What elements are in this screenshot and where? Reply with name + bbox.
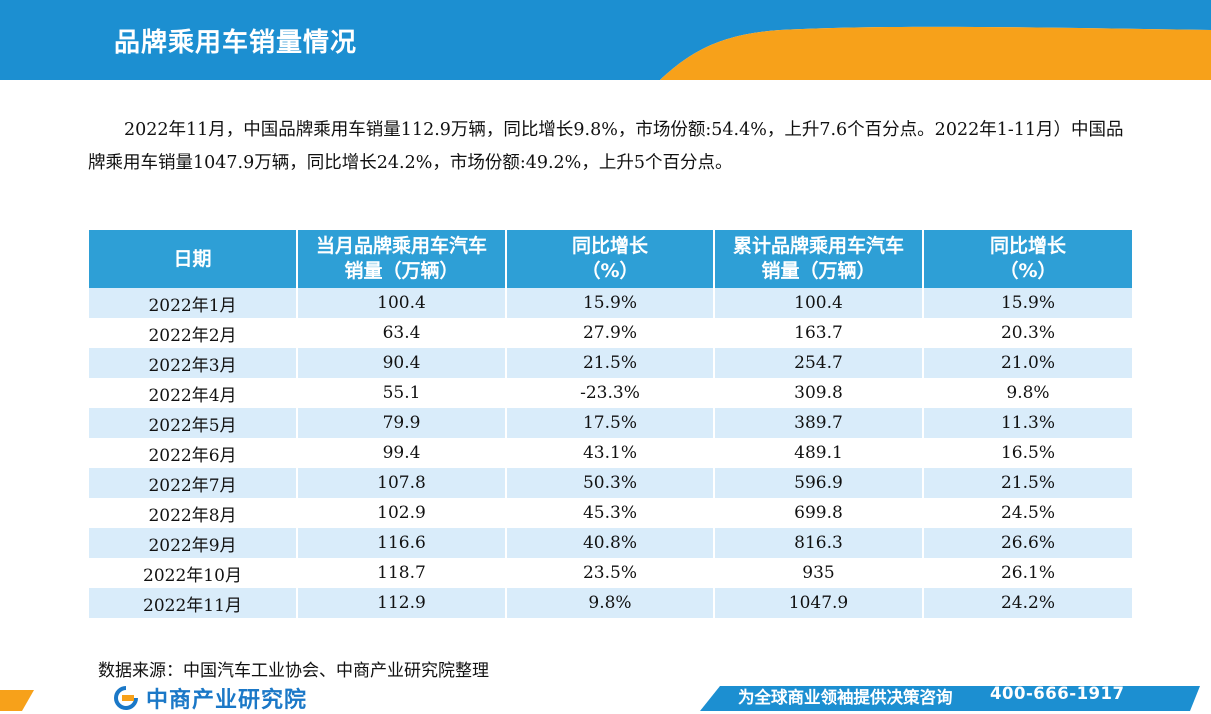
- table-cell: 20.3%: [923, 318, 1132, 348]
- intro-paragraph: 2022年11月，中国品牌乘用车销量112.9万辆，同比增长9.8%，市场份额:…: [88, 120, 1124, 173]
- table-cell: 100.4: [714, 288, 924, 318]
- table-header-row: 日期 当月品牌乘用车汽车 销量（万辆） 同比增长 （%） 累计品牌乘用车汽车 销量（万辆）同…: [89, 230, 1132, 288]
- table-cell: 16.5%: [923, 438, 1132, 468]
- table-cell: 45.3%: [506, 498, 715, 528]
- footer-shape: [0, 686, 1200, 711]
- table-cell: 15.9%: [506, 288, 715, 318]
- footer-banner: [0, 680, 1211, 711]
- table-row: 2022年1月 100.4 15.9% 100.4 15.9%: [89, 288, 1132, 318]
- logo-text: 中商产业研究院: [146, 688, 308, 713]
- table-cell: 2022年2月: [89, 318, 298, 348]
- table-cell: 21.5%: [923, 468, 1132, 498]
- table-cell: 112.9: [297, 588, 507, 618]
- table-cell: 17.5%: [506, 408, 715, 438]
- sales-table-container: 日期 当月品牌乘用车汽车 销量（万辆） 同比增长 （%） 累计品牌乘用车汽车 销量（万辆）同…: [89, 230, 1132, 618]
- table-cell: 699.8: [714, 498, 924, 528]
- table-row: 2022年10月 118.7 23.5% 935 26.1%: [89, 558, 1132, 588]
- table-cell: 2022年11月: [89, 588, 298, 618]
- data-source-note: 数据来源：中国汽车工业协会、中商产业研究院整理: [98, 661, 489, 681]
- table-cell: 116.6: [297, 528, 507, 558]
- table-cell: 2022年9月: [89, 528, 298, 558]
- table-cell: 26.6%: [923, 528, 1132, 558]
- table-cell: 100.4: [297, 288, 507, 318]
- column-header-line: （%）: [999, 260, 1057, 282]
- column-header-line: 当月品牌乘用车汽车: [315, 235, 487, 257]
- table-body: 2022年1月 100.4 15.9% 100.4 15.9% 2022年2月 63.4 27…: [89, 288, 1132, 618]
- table-cell: 50.3%: [506, 468, 715, 498]
- table-cell: 118.7: [297, 558, 507, 588]
- table-cell: 254.7: [714, 348, 924, 378]
- column-header-line: 销量（万辆）: [344, 260, 459, 282]
- column-header-1: 当月品牌乘用车汽车 销量（万辆）: [297, 230, 507, 288]
- header-banner: 品牌乘用车销量情况: [0, 0, 1211, 80]
- table-cell: 596.9: [714, 468, 924, 498]
- table-cell: 489.1: [714, 438, 924, 468]
- column-header-line: 日期: [173, 247, 212, 270]
- table-cell: 816.3: [714, 528, 924, 558]
- table-cell: 55.1: [297, 378, 507, 408]
- table-row: 2022年3月 90.4 21.5% 254.7 21.0%: [89, 348, 1132, 378]
- table-cell: 24.2%: [923, 588, 1132, 618]
- table-cell: 2022年10月: [89, 558, 298, 588]
- table-cell: 2022年3月: [89, 348, 298, 378]
- table-cell: 163.7: [714, 318, 924, 348]
- table-cell: 90.4: [297, 348, 507, 378]
- table-cell: 63.4: [297, 318, 507, 348]
- table-row: 2022年7月 107.8 50.3% 596.9 21.5%: [89, 468, 1132, 498]
- table-cell: 26.1%: [923, 558, 1132, 588]
- column-header-line: 销量（万辆）: [761, 260, 876, 282]
- table-row: 2022年8月 102.9 45.3% 699.8 24.5%: [89, 498, 1132, 528]
- table-cell: 15.9%: [923, 288, 1132, 318]
- table-cell: 309.8: [714, 378, 924, 408]
- table-cell: 102.9: [297, 498, 507, 528]
- table-cell: 23.5%: [506, 558, 715, 588]
- column-header-line: （%）: [581, 260, 639, 282]
- page-title: 品牌乘用车销量情况: [114, 28, 358, 58]
- column-header-0: 日期: [89, 230, 298, 288]
- sales-table: 日期 当月品牌乘用车汽车 销量（万辆） 同比增长 （%） 累计品牌乘用车汽车 销量（万辆）同…: [89, 230, 1132, 618]
- footer-phone: 400-666-1917: [990, 684, 1125, 703]
- table-cell: 2022年6月: [89, 438, 298, 468]
- table-cell: 11.3%: [923, 408, 1132, 438]
- footer-slogan: 为全球商业领袖提供决策咨询: [738, 688, 953, 707]
- table-cell: 21.0%: [923, 348, 1132, 378]
- table-cell: 1047.9: [714, 588, 924, 618]
- table-row: 2022年6月 99.4 43.1% 489.1 16.5%: [89, 438, 1132, 468]
- table-cell: 2022年4月: [89, 378, 298, 408]
- table-row: 2022年4月 55.1 -23.3% 309.8 9.8%: [89, 378, 1132, 408]
- column-header-4: 同比增长 （%）: [923, 230, 1132, 288]
- table-cell: 2022年8月: [89, 498, 298, 528]
- table-cell: 27.9%: [506, 318, 715, 348]
- table-cell: 2022年1月: [89, 288, 298, 318]
- table-row: 2022年9月 116.6 40.8% 816.3 26.6%: [89, 528, 1132, 558]
- table-cell: 107.8: [297, 468, 507, 498]
- header-shape: [0, 0, 1211, 80]
- table-cell: 79.9: [297, 408, 507, 438]
- table-row: 2022年11月 112.9 9.8% 1047.9 24.2%: [89, 588, 1132, 618]
- table-cell: 935: [714, 558, 924, 588]
- table-cell: -23.3%: [506, 378, 715, 408]
- table-cell: 43.1%: [506, 438, 715, 468]
- table-cell: 9.8%: [506, 588, 715, 618]
- column-header-line: 同比增长: [989, 235, 1066, 257]
- logo-icon: [114, 686, 138, 710]
- table-cell: 24.5%: [923, 498, 1132, 528]
- table-row: 2022年5月 79.9 17.5% 389.7 11.3%: [89, 408, 1132, 438]
- column-header-line: 累计品牌乘用车汽车: [732, 235, 904, 257]
- column-header-2: 同比增长 （%）: [506, 230, 715, 288]
- table-row: 2022年2月 63.4 27.9% 163.7 20.3%: [89, 318, 1132, 348]
- table-cell: 99.4: [297, 438, 507, 468]
- column-header-line: 同比增长: [571, 235, 648, 257]
- column-header-3: 累计品牌乘用车汽车 销量（万辆）: [714, 230, 924, 288]
- table-cell: 389.7: [714, 408, 924, 438]
- table-cell: 2022年5月: [89, 408, 298, 438]
- table-cell: 21.5%: [506, 348, 715, 378]
- table-cell: 9.8%: [923, 378, 1132, 408]
- company-logo: 中商产业研究院: [112, 682, 307, 714]
- table-cell: 40.8%: [506, 528, 715, 558]
- table-cell: 2022年7月: [89, 468, 298, 498]
